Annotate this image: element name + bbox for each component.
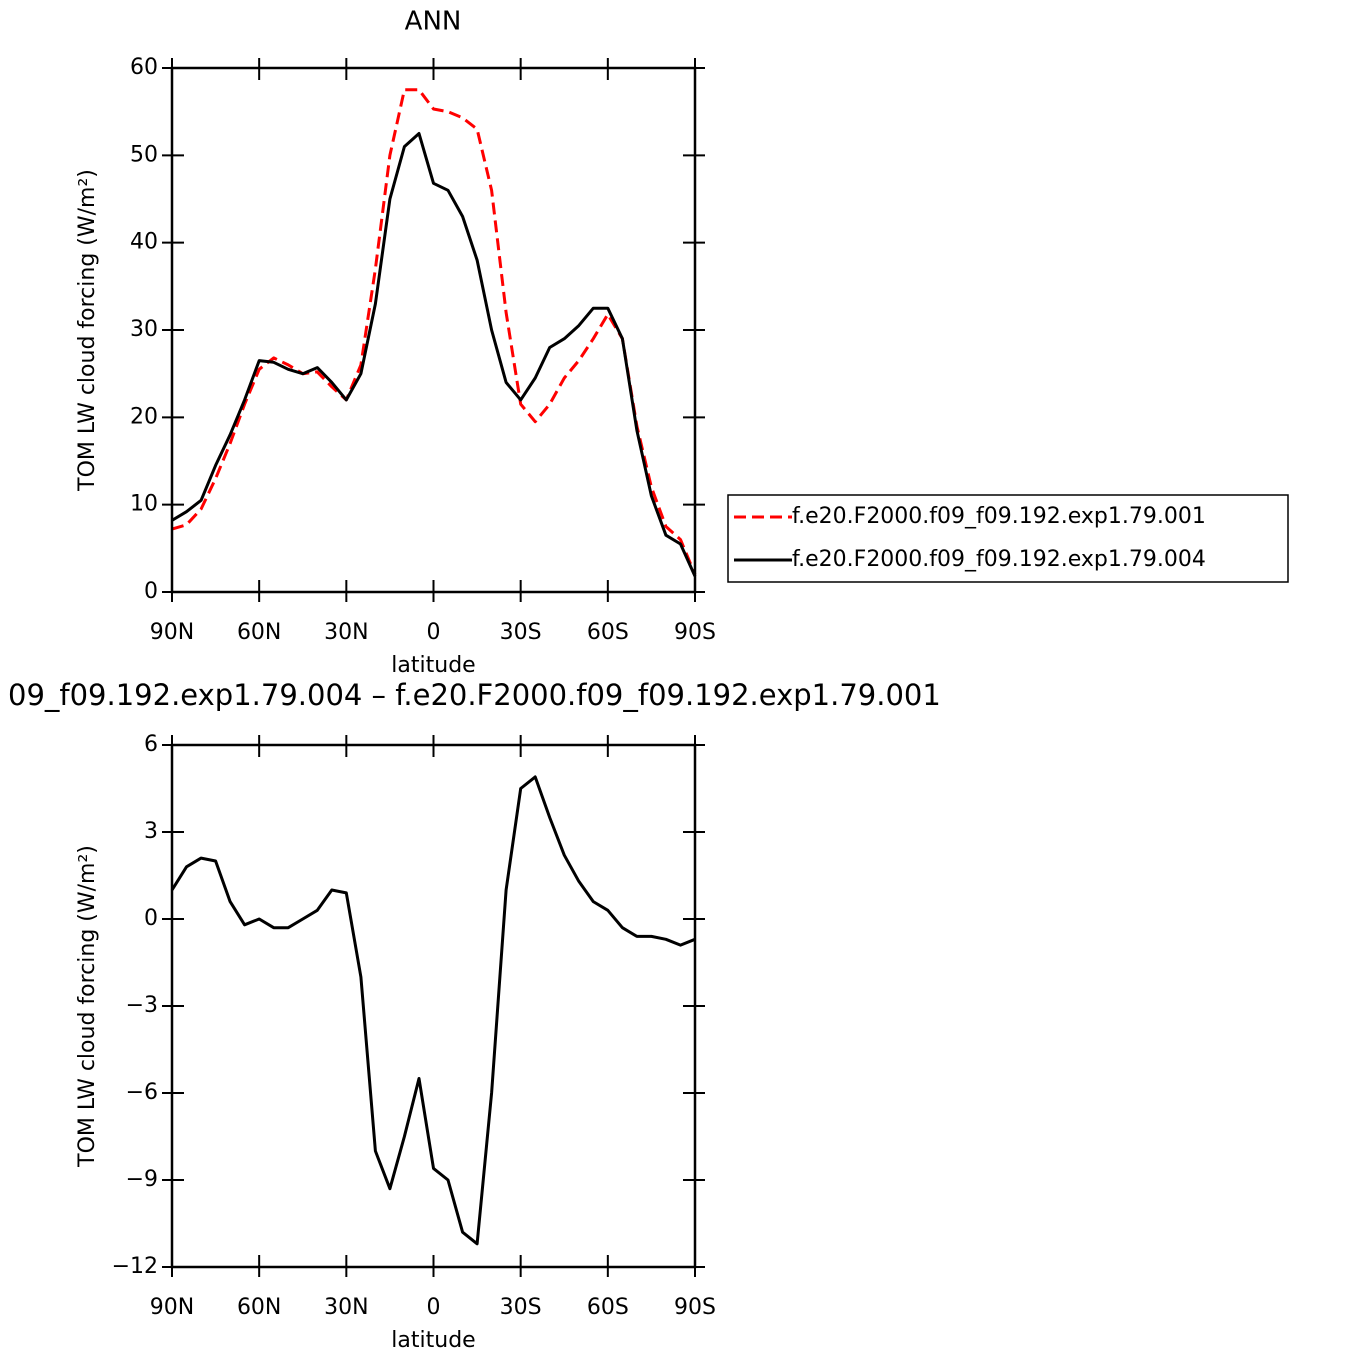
plot-frame (170, 743, 697, 1269)
legend-label: f.e20.F2000.f09_f09.192.exp1.79.004 (792, 547, 1206, 572)
x-tick-label: 0 (427, 1295, 441, 1320)
y-tick-label: 10 (130, 492, 158, 517)
x-tick-label: 60S (587, 1295, 629, 1320)
chart-title: ANN (405, 7, 462, 37)
plot-frame (170, 66, 697, 594)
x-tick-label: 60N (237, 1295, 281, 1320)
x-tick-label: 90N (150, 620, 194, 645)
y-tick-label: 6 (144, 732, 158, 757)
y-tick-label: 20 (130, 404, 158, 429)
x-tick-label: 90S (674, 620, 716, 645)
y-tick-label: −3 (126, 993, 158, 1018)
y-axis-label: TOM LW cloud forcing (W/m²) (75, 845, 100, 1168)
y-tick-label: 0 (144, 906, 158, 931)
y-tick-label: 30 (130, 317, 158, 342)
y-tick-label: 0 (144, 579, 158, 604)
y-tick-label: 40 (130, 230, 158, 255)
y-tick-label: −9 (126, 1167, 158, 1192)
x-tick-label: 60N (237, 620, 281, 645)
y-tick-label: −12 (112, 1254, 158, 1279)
x-tick-label: 30N (324, 620, 368, 645)
y-tick-label: −6 (126, 1080, 158, 1105)
legend-label: f.e20.F2000.f09_f09.192.exp1.79.001 (792, 504, 1206, 529)
y-axis-label: TOM LW cloud forcing (W/m²) (75, 169, 100, 492)
x-tick-label: 30S (500, 1295, 542, 1320)
x-tick-label: 60S (587, 620, 629, 645)
y-tick-label: 3 (144, 819, 158, 844)
x-tick-label: 30N (324, 1295, 368, 1320)
x-axis-label: latitude (391, 1328, 475, 1353)
x-tick-label: 0 (427, 620, 441, 645)
x-tick-label: 30S (500, 620, 542, 645)
y-tick-label: 60 (130, 55, 158, 80)
x-tick-label: 90N (150, 1295, 194, 1320)
data-line (171, 88, 697, 576)
data-line (170, 775, 696, 1246)
chart-title: 09_f09.192.exp1.79.004 – f.e20.F2000.f09… (8, 678, 941, 712)
data-line (171, 132, 697, 577)
legend-box (727, 494, 1289, 583)
y-tick-label: 50 (130, 142, 158, 167)
x-tick-label: 90S (674, 1295, 716, 1320)
x-axis-label: latitude (391, 653, 475, 678)
